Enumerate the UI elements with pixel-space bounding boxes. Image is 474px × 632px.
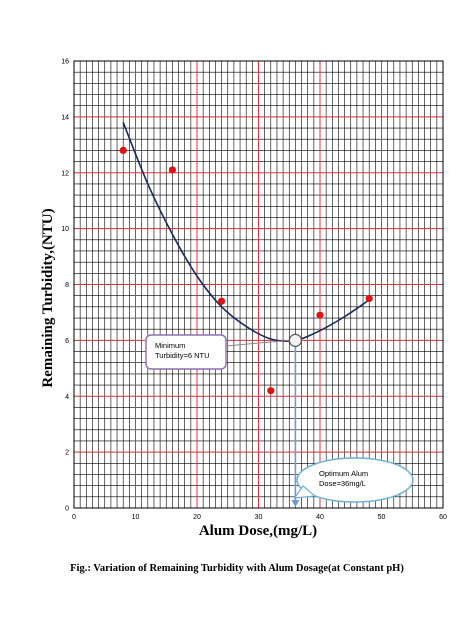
- y-tick-label: 12: [61, 170, 69, 177]
- plot-border: [73, 60, 444, 509]
- x-tick-label: 20: [193, 514, 201, 521]
- data-point: [119, 146, 127, 154]
- x-axis-title: Alum Dose,(mg/L): [199, 523, 317, 539]
- optimum-callout-bubble: [296, 457, 414, 503]
- data-point: [168, 166, 176, 174]
- x-tick-label: 50: [378, 514, 386, 521]
- y-axis-title: Remaining Turbidity,(NTU): [40, 208, 56, 387]
- x-tick-label: 40: [316, 514, 324, 521]
- data-point: [267, 387, 275, 395]
- fit-curve: [122, 122, 370, 342]
- optimum-callout-text: Dose=36mg/L: [319, 479, 366, 488]
- y-tick-label: 2: [65, 450, 69, 457]
- major-grid: [74, 61, 443, 508]
- chart-svg: 0 10 20 30 40 50 60 0 2 4 6 8 10 12 14 16 MinimumTurbid…: [40, 59, 447, 540]
- optimum-callout-tail: [293, 485, 317, 499]
- minimum-callout-text: Turbidity=6 NTU: [155, 351, 210, 360]
- y-tick-label: 10: [61, 226, 69, 233]
- figure-caption: Fig.: Variation of Remaining Turbidity w…: [70, 563, 404, 574]
- y-tick-label: 16: [61, 59, 69, 66]
- data-points: [119, 146, 373, 395]
- minimum-callout-text: Minimum: [155, 341, 185, 350]
- optimum-marker: [288, 333, 302, 347]
- x-tick-label: 0: [72, 514, 76, 521]
- tick-labels: 0 10 20 30 40 50 60 0 2 4 6 8 10 12 14 16: [61, 59, 447, 522]
- minimum-callout-box: [145, 334, 227, 370]
- fit-curve-layer: [122, 122, 370, 342]
- y-tick-label: 0: [65, 506, 69, 513]
- data-point: [316, 311, 324, 319]
- minimum-leader-line: [225, 339, 290, 347]
- y-tick-label: 14: [61, 114, 69, 121]
- optimum-callout-text: Optimum Alum: [319, 469, 368, 478]
- y-tick-label: 8: [65, 282, 69, 289]
- y-tick-label: 4: [65, 394, 69, 401]
- x-tick-label: 30: [255, 514, 263, 521]
- data-point: [218, 297, 226, 305]
- optimum-arrow-head: [291, 500, 300, 507]
- x-tick-label: 10: [132, 514, 140, 521]
- x-tick-label: 60: [439, 514, 447, 521]
- y-tick-label: 6: [65, 338, 69, 345]
- data-point: [365, 294, 373, 303]
